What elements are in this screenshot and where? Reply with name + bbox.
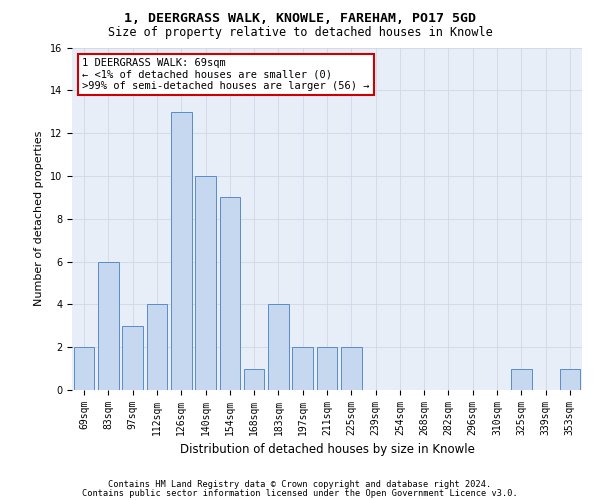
Bar (98, 262, 119, 390)
Bar (195, 176, 216, 390)
Bar (341, 347, 362, 390)
Bar (560, 368, 580, 390)
Bar (511, 368, 532, 390)
Text: 1 DEERGRASS WALK: 69sqm
← <1% of detached houses are smaller (0)
>99% of semi-de: 1 DEERGRASS WALK: 69sqm ← <1% of detache… (82, 58, 370, 91)
Text: Size of property relative to detached houses in Knowle: Size of property relative to detached ho… (107, 26, 493, 39)
Bar (292, 347, 313, 390)
Bar (317, 347, 337, 390)
Bar (122, 326, 143, 390)
Bar (146, 304, 167, 390)
X-axis label: Distribution of detached houses by size in Knowle: Distribution of detached houses by size … (179, 444, 475, 456)
Text: Contains HM Land Registry data © Crown copyright and database right 2024.: Contains HM Land Registry data © Crown c… (109, 480, 491, 489)
Bar (244, 368, 265, 390)
Bar (268, 304, 289, 390)
Bar (74, 347, 94, 390)
Text: Contains public sector information licensed under the Open Government Licence v3: Contains public sector information licen… (82, 489, 518, 498)
Bar (220, 198, 240, 390)
Y-axis label: Number of detached properties: Number of detached properties (34, 131, 44, 306)
Text: 1, DEERGRASS WALK, KNOWLE, FAREHAM, PO17 5GD: 1, DEERGRASS WALK, KNOWLE, FAREHAM, PO17… (124, 12, 476, 26)
Bar (171, 112, 191, 390)
